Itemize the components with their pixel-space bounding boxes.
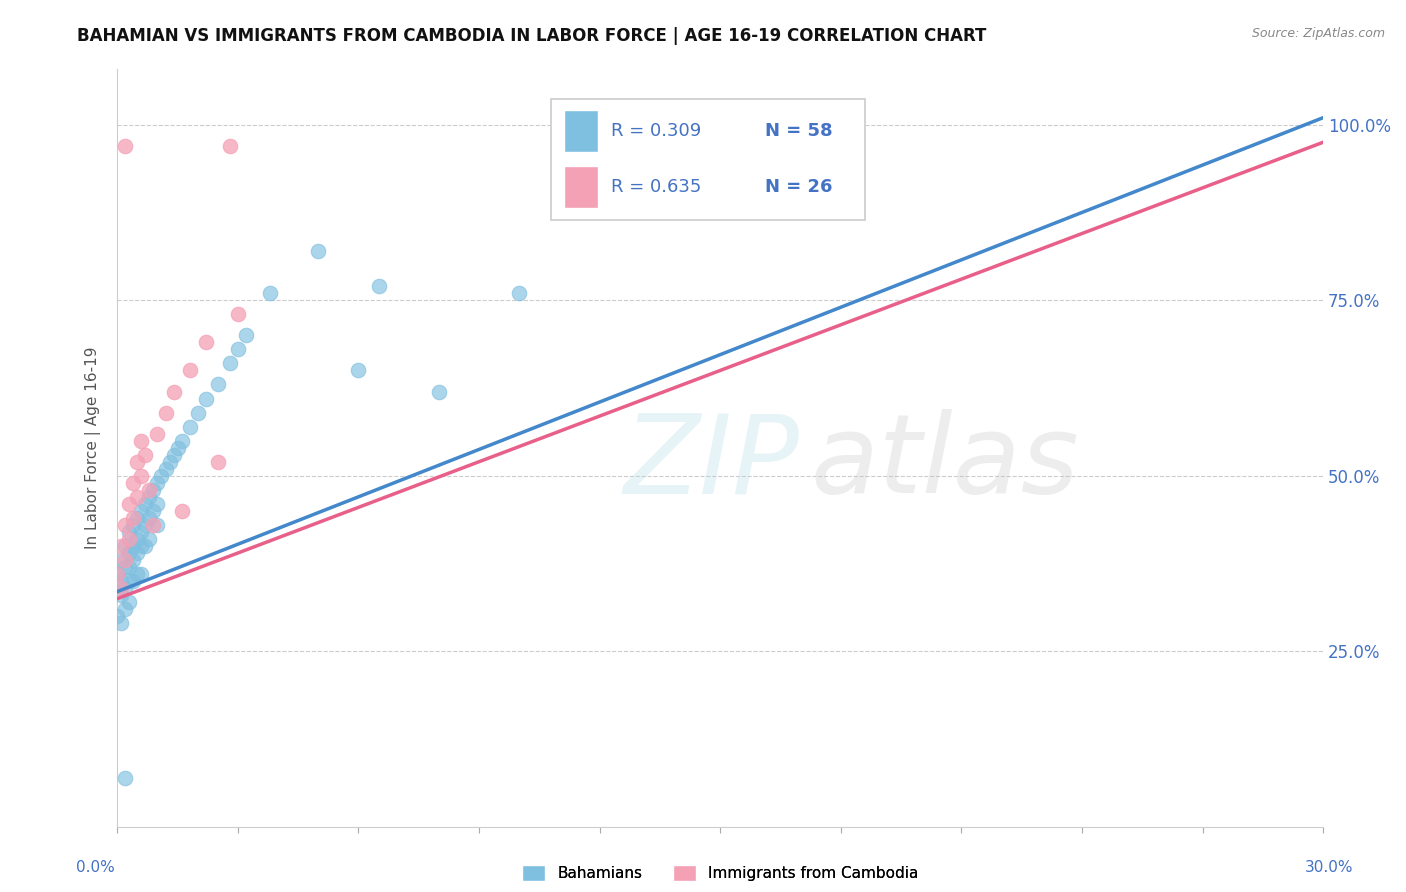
Point — [207, 455, 229, 469]
Point — [114, 602, 136, 616]
Point — [134, 517, 156, 532]
Text: Source: ZipAtlas.com: Source: ZipAtlas.com — [1251, 27, 1385, 40]
Point — [131, 468, 153, 483]
Point — [207, 377, 229, 392]
Point — [218, 356, 240, 370]
Point — [347, 363, 370, 377]
Point — [170, 434, 193, 448]
Point — [114, 581, 136, 595]
Point — [114, 517, 136, 532]
Text: ZIP: ZIP — [624, 409, 800, 516]
Point — [114, 138, 136, 153]
Point — [127, 511, 149, 525]
Point — [138, 483, 160, 497]
Point — [114, 539, 136, 553]
Point — [110, 539, 132, 553]
Point — [122, 539, 145, 553]
Point — [226, 343, 249, 357]
Point — [179, 419, 201, 434]
Point — [146, 497, 169, 511]
Point — [122, 574, 145, 588]
Text: 30.0%: 30.0% — [1305, 860, 1353, 874]
Point — [127, 455, 149, 469]
Point — [118, 524, 141, 539]
Point — [146, 426, 169, 441]
Point — [110, 588, 132, 602]
Point — [118, 595, 141, 609]
Point — [138, 511, 160, 525]
Point — [110, 574, 132, 588]
Point — [138, 532, 160, 546]
Text: atlas: atlas — [811, 409, 1080, 516]
Point — [187, 406, 209, 420]
Point — [508, 286, 530, 301]
Point — [259, 286, 281, 301]
Legend: Bahamians, Immigrants from Cambodia: Bahamians, Immigrants from Cambodia — [516, 859, 924, 888]
Point — [142, 517, 165, 532]
Point — [146, 475, 169, 490]
Point — [122, 475, 145, 490]
Point — [307, 244, 329, 258]
Point — [110, 553, 132, 567]
Text: BAHAMIAN VS IMMIGRANTS FROM CAMBODIA IN LABOR FORCE | AGE 16-19 CORRELATION CHAR: BAHAMIAN VS IMMIGRANTS FROM CAMBODIA IN … — [77, 27, 987, 45]
Point — [194, 335, 217, 350]
Point — [131, 567, 153, 582]
Point — [105, 609, 128, 624]
Point — [118, 560, 141, 574]
Point — [367, 279, 389, 293]
Point — [118, 532, 141, 546]
Point — [226, 307, 249, 321]
Point — [118, 574, 141, 588]
Point — [155, 406, 177, 420]
Point — [427, 384, 450, 399]
Y-axis label: In Labor Force | Age 16-19: In Labor Force | Age 16-19 — [86, 346, 101, 549]
Point — [155, 462, 177, 476]
Point — [131, 524, 153, 539]
Point — [134, 497, 156, 511]
Point — [179, 363, 201, 377]
Point — [118, 497, 141, 511]
Point — [114, 560, 136, 574]
Point — [194, 392, 217, 406]
Point — [105, 567, 128, 582]
Point — [142, 504, 165, 518]
Point — [110, 581, 132, 595]
Point — [218, 138, 240, 153]
Point — [146, 517, 169, 532]
Point — [110, 616, 132, 631]
Point — [114, 771, 136, 785]
Point — [159, 455, 181, 469]
Point — [131, 539, 153, 553]
Point — [127, 532, 149, 546]
Point — [170, 504, 193, 518]
Point — [134, 539, 156, 553]
Point — [235, 328, 257, 343]
Point — [122, 517, 145, 532]
Point — [131, 504, 153, 518]
Point — [162, 448, 184, 462]
Point — [127, 490, 149, 504]
Point — [134, 448, 156, 462]
Point — [122, 553, 145, 567]
Point — [127, 567, 149, 582]
Point — [131, 434, 153, 448]
Point — [142, 483, 165, 497]
Point — [105, 567, 128, 582]
Point — [162, 384, 184, 399]
Point — [138, 490, 160, 504]
Point — [122, 511, 145, 525]
Text: 0.0%: 0.0% — [76, 860, 115, 874]
Point — [118, 546, 141, 560]
Point — [166, 441, 188, 455]
Point — [127, 546, 149, 560]
Point — [114, 553, 136, 567]
Point — [150, 468, 173, 483]
